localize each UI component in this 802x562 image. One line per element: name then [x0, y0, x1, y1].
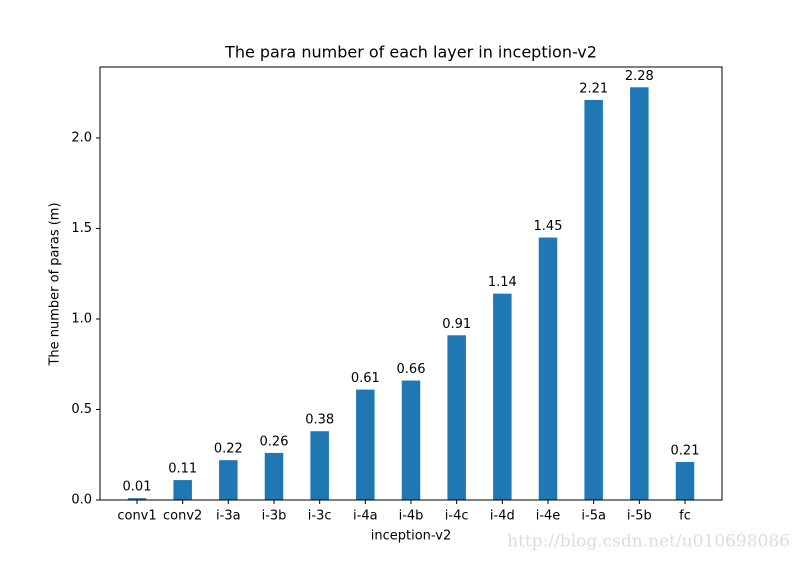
x-tick-label: i-4b: [399, 509, 424, 524]
y-tick-label: 1.5: [71, 221, 92, 236]
y-tick-label: 2.0: [71, 130, 92, 145]
bar: [356, 389, 375, 500]
bar: [447, 335, 466, 500]
x-tick-label: i-5a: [581, 509, 606, 524]
y-tick-label: 0.5: [71, 402, 92, 417]
bar: [630, 87, 649, 501]
x-tick-label: i-3c: [308, 509, 332, 524]
x-tick-label: conv1: [117, 509, 156, 524]
watermark: http://blog.csdn.net/u010698086: [507, 532, 790, 552]
y-tick-label: 1.0: [71, 311, 92, 326]
x-tick-label: i-4c: [445, 509, 469, 524]
x-tick-label: fc: [679, 509, 691, 524]
bar: [310, 431, 329, 500]
data-label: 2.28: [625, 69, 654, 84]
plot-frame: [99, 66, 723, 501]
bar: [675, 461, 695, 500]
x-axis-label: inception-v2: [371, 529, 451, 544]
data-label: 1.45: [534, 219, 563, 234]
bar: [401, 380, 421, 500]
data-label: 0.22: [214, 442, 243, 457]
data-label: 0.91: [442, 317, 471, 332]
data-label: 0.01: [123, 480, 152, 495]
data-label: 1.14: [488, 275, 517, 290]
x-tick-label: conv2: [163, 509, 202, 524]
bar: [264, 452, 284, 500]
x-tick-label: i-4d: [490, 509, 515, 524]
x-tick-label: i-4e: [536, 509, 561, 524]
data-label: 0.11: [168, 462, 197, 477]
bar: [127, 498, 147, 500]
data-label: 0.26: [260, 434, 289, 449]
x-tick-label: i-5b: [627, 509, 652, 524]
y-tick-label: 0.0: [71, 493, 92, 508]
y-axis-label: The number of paras (m): [48, 202, 63, 366]
data-label: 0.61: [351, 371, 380, 386]
data-label: 2.21: [579, 81, 608, 96]
bar: [493, 293, 512, 500]
bar: [173, 480, 192, 500]
x-tick-label: i-3b: [262, 509, 287, 524]
x-tick-label: i-3a: [216, 509, 241, 524]
bar: [538, 237, 558, 500]
chart-title: The para number of each layer in incepti…: [224, 43, 597, 62]
data-label: 0.38: [305, 413, 334, 428]
bar: [584, 99, 603, 501]
bar: [219, 460, 238, 500]
data-label: 0.21: [671, 443, 700, 458]
data-label: 0.66: [397, 362, 426, 377]
x-tick-label: i-4a: [353, 509, 378, 524]
